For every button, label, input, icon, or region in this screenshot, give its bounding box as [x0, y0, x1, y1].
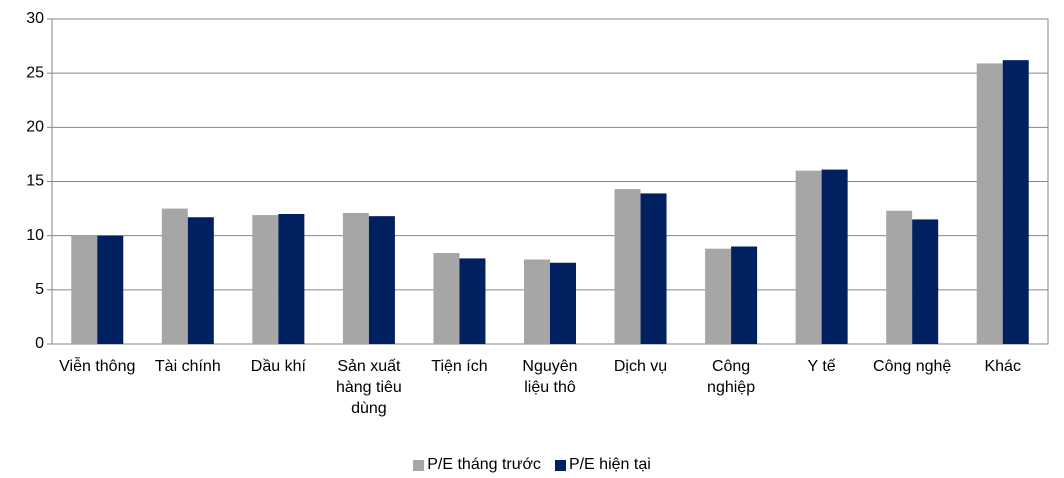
x-tick-label: Tiện ích	[431, 358, 488, 375]
x-tick-label: Dầu khí	[250, 358, 306, 375]
y-tick-label: 0	[35, 335, 44, 352]
x-tick-label: Viễn thông	[59, 358, 136, 375]
bar	[161, 208, 188, 344]
bar	[912, 219, 939, 344]
x-tick-label: Y tế	[807, 358, 836, 375]
bar	[886, 210, 913, 344]
bar	[614, 189, 641, 344]
y-tick-label: 10	[26, 227, 44, 244]
bar	[1002, 60, 1029, 345]
x-tick-label: Khác	[984, 358, 1021, 375]
y-tick-label: 20	[26, 119, 44, 136]
bar	[524, 259, 550, 344]
x-tick-label: Công nghiệp	[707, 358, 756, 396]
bar	[821, 169, 848, 344]
x-tick-label: Sản xuất hàng tiêu dùng	[335, 358, 402, 417]
legend-item: P/E tháng trước	[413, 456, 541, 474]
bar	[368, 216, 395, 344]
bar	[459, 258, 486, 344]
bar	[550, 262, 576, 344]
legend: P/E tháng trước P/E hiện tại	[0, 456, 1064, 474]
legend-label: P/E hiện tại	[568, 456, 651, 473]
y-tick-label: 15	[26, 173, 44, 190]
legend-item: P/E hiện tại	[554, 456, 651, 474]
bar	[252, 215, 279, 344]
y-tick-label: 25	[26, 64, 44, 81]
legend-swatch	[554, 459, 566, 471]
bar	[278, 214, 305, 344]
x-tick-label: Tài chính	[154, 358, 221, 375]
legend-swatch	[413, 459, 425, 471]
bar	[731, 246, 758, 344]
bar	[433, 253, 460, 344]
x-tick-label: Dịch vụ	[613, 358, 668, 375]
bar	[705, 248, 732, 344]
legend-label: P/E tháng trước	[427, 456, 541, 473]
y-tick-label: 5	[35, 281, 44, 298]
bar	[342, 212, 369, 344]
bar	[795, 170, 822, 344]
bar	[976, 63, 1003, 345]
bar	[640, 193, 667, 344]
y-tick-label: 30	[26, 10, 44, 27]
bar	[71, 235, 98, 344]
x-tick-label: Nguyên liệu thô	[522, 358, 578, 396]
bar	[97, 235, 124, 344]
x-tick-label: Công nghệ	[873, 358, 952, 375]
bar	[187, 217, 214, 344]
